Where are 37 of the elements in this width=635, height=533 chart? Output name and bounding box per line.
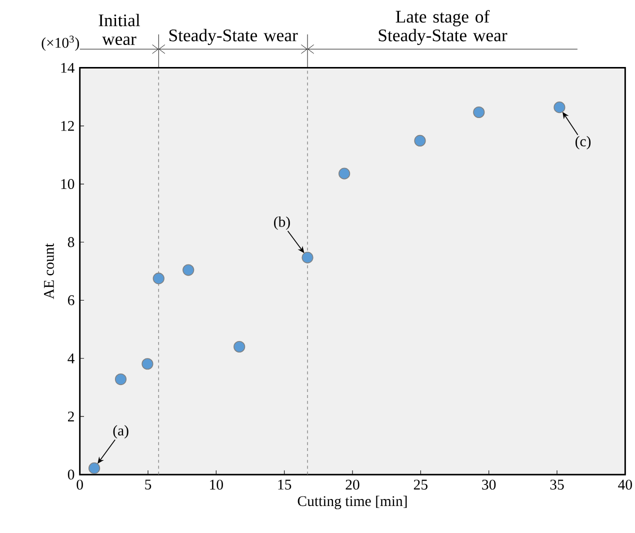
x-tick-label: 35 [550, 480, 564, 490]
annotation: (c) [576, 136, 591, 150]
y-tick-label: 8 [68, 237, 74, 248]
point [554, 102, 566, 114]
y-tick-label: 0 [68, 470, 74, 480]
point [182, 264, 194, 276]
x-tick-label: 10 [210, 480, 223, 490]
y-tick-label: 14 [61, 63, 74, 73]
y-tick-label: 6 [68, 296, 74, 306]
y-tick-label: 4 [68, 354, 74, 364]
point [114, 374, 127, 386]
y-tick-label: 12 [61, 121, 74, 132]
annotation: (b) [274, 216, 290, 230]
y-tick-label: 2 [68, 412, 74, 422]
point [88, 462, 100, 474]
text: Late stage of Steady-State wear [378, 10, 508, 46]
point [234, 341, 246, 353]
point [414, 135, 426, 147]
x-tick-label: 40 [618, 480, 632, 490]
annotation: (a) [113, 425, 128, 439]
point [142, 358, 154, 370]
x-tick-label: 25 [414, 480, 428, 490]
x-axis-title: Cutting time [min] [298, 496, 407, 510]
y-tick-label: 10 [61, 179, 74, 190]
y-axis-title: AE count [44, 243, 54, 300]
x-tick-label: 15 [278, 480, 292, 490]
text: Steady-State wear [169, 29, 298, 46]
point [338, 168, 350, 180]
point [473, 106, 485, 118]
text: Initial wear [98, 14, 140, 46]
point [152, 272, 164, 284]
point [302, 252, 314, 264]
x-tick-label: 20 [346, 480, 360, 490]
text: (×10$^{3}$) [42, 36, 79, 52]
x-tick-label: 0 [76, 480, 83, 490]
x-tick-label: 30 [482, 480, 496, 490]
x-tick-label: 5 [145, 480, 152, 490]
